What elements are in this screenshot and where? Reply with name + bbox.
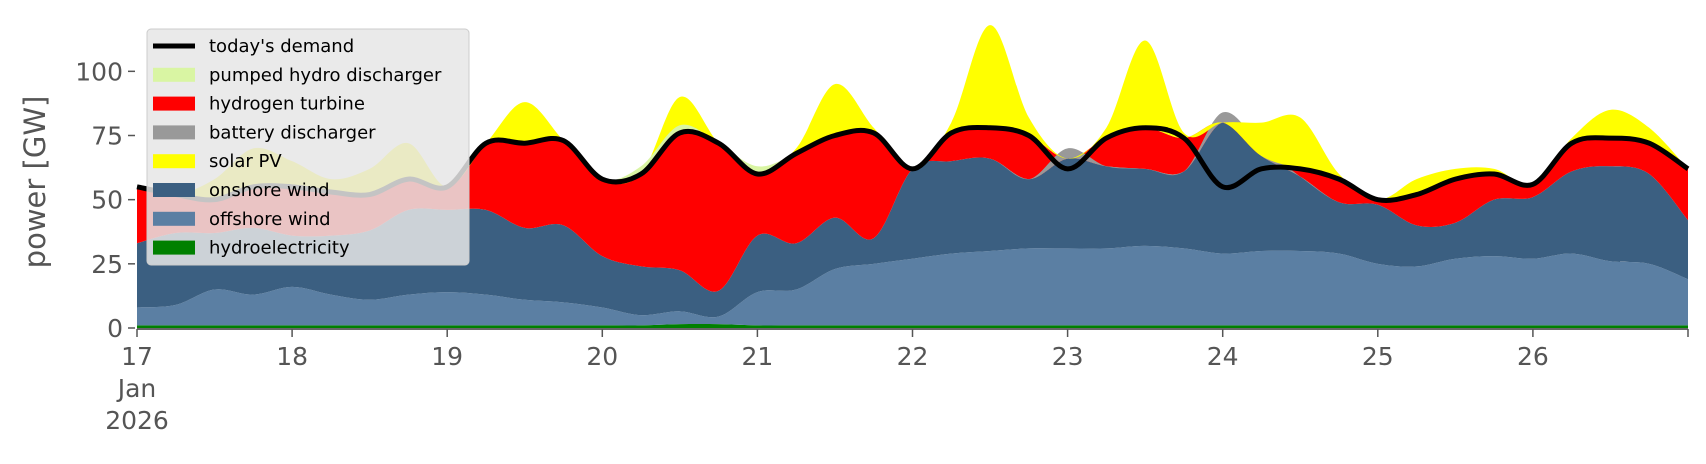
y-tick-label: 100: [75, 57, 123, 86]
legend-label-battery-discharger: battery discharger: [209, 122, 376, 143]
legend-label-hydroelectricity: hydroelectricity: [209, 238, 350, 259]
legend-label-pumped-hydro-discharger: pumped hydro discharger: [209, 65, 442, 86]
x-tick-label: 18: [276, 342, 308, 371]
y-tick-label: 25: [91, 250, 123, 279]
legend-swatch-hydroelectricity: [153, 240, 195, 255]
y-tick-label: 50: [91, 186, 123, 215]
legend-swatch-offshore-wind: [153, 211, 195, 226]
legend-swatch-onshore-wind: [153, 183, 195, 197]
y-axis-title: power [GW]: [18, 96, 52, 269]
x-tick-label: 25: [1362, 342, 1394, 371]
stacked-area-layer: [137, 25, 1688, 328]
y-tick-label: 75: [91, 122, 123, 151]
legend-swatch-pumped-hydro-discharger: [153, 67, 195, 82]
x-tick-label: 22: [897, 342, 929, 371]
legend-label-hydrogen-turbine: hydrogen turbine: [209, 94, 365, 115]
area-solar-pv: [137, 25, 1688, 201]
y-tick-label: 0: [107, 314, 123, 343]
x-tick-year-label: 2026: [105, 406, 169, 435]
x-tick-month-label: Jan: [116, 374, 157, 403]
area-onshore-wind: [137, 122, 1688, 318]
legend-label-solar-PV: solar PV: [209, 151, 282, 172]
axes: 0 25 50 75 100 power [GW] 17 Jan 2026 18 19 20 21 22 2…: [18, 57, 1689, 435]
area-offshore-wind: [137, 245, 1688, 326]
legend-swatch-hydrogen-turbine: [153, 96, 195, 111]
legend-box: [146, 28, 470, 266]
x-tick-label: 21: [741, 342, 773, 371]
area-hydrogen-turbine: [137, 122, 1688, 292]
legend-label-todays-demand: today's demand: [209, 36, 354, 57]
x-tick-label: 26: [1517, 342, 1549, 371]
legend-swatch-solar-PV: [153, 154, 195, 169]
x-tick-label: 20: [586, 342, 618, 371]
legend-swatch-battery-discharger: [153, 125, 195, 140]
x-tick-label: 17: [121, 342, 153, 371]
x-tick-label: 23: [1052, 342, 1084, 371]
legend-label-offshore-wind: offshore wind: [209, 209, 331, 230]
x-tick-label: 24: [1207, 342, 1239, 371]
legend: today's demand pumped hydro discharger hyd…: [146, 28, 470, 266]
area-hydroelectricity: [137, 323, 1688, 328]
x-tick-label: 19: [431, 342, 463, 371]
legend-label-onshore-wind: onshore wind: [209, 180, 330, 201]
